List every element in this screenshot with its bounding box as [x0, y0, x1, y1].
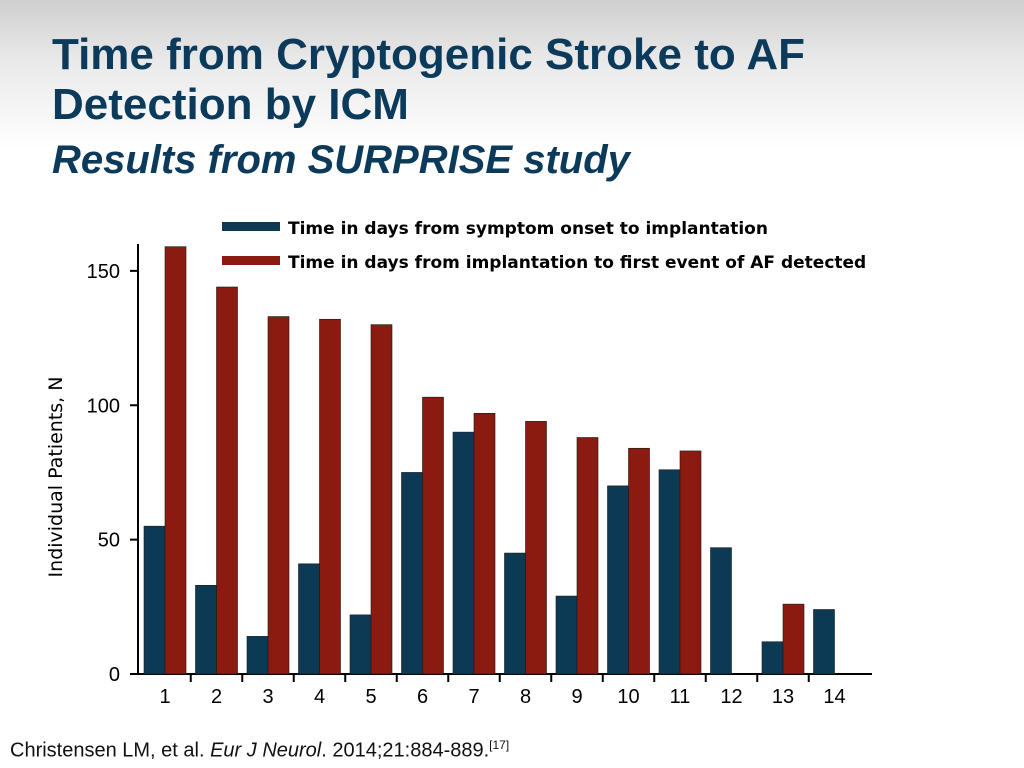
x-tick-label: 6 [417, 686, 428, 708]
bar-series-2-cat-4 [319, 318, 341, 675]
bar-series-2-cat-9 [576, 437, 599, 675]
slide-subtitle: Results from SURPRISE study [52, 138, 630, 182]
bar-series-2-cat-8 [525, 421, 547, 675]
x-tick-label: 3 [262, 686, 273, 708]
citation: Christensen LM, et al. Eur J Neurol. 201… [10, 738, 509, 763]
y-axis-title: Individual Patients, N [45, 377, 67, 578]
bar-series-1-cat-6 [401, 472, 423, 675]
bar-series-2-cat-13 [782, 603, 805, 675]
bar-series-1-cat-1 [143, 525, 166, 675]
x-tick-label: 2 [211, 686, 222, 708]
legend-swatch-series-2 [222, 256, 280, 265]
bar-series-2-cat-1 [164, 246, 187, 675]
y-tick-label: 100 [87, 395, 120, 417]
x-tick-label: 12 [720, 686, 742, 708]
citation-reference: [17] [489, 738, 510, 752]
x-tick-label: 5 [365, 686, 376, 708]
slide-title-line-1: Time from Cryptogenic Stroke to AF [52, 30, 805, 79]
x-tick-label: 8 [520, 686, 531, 708]
bar-series-2-cat-3 [267, 316, 290, 675]
y-tick-label: 150 [87, 261, 120, 283]
legend-swatch-series-1 [222, 222, 280, 231]
bar-series-1-cat-2 [195, 585, 217, 675]
x-tick-label: 1 [159, 686, 170, 708]
citation-journal: Eur J Neurol [210, 739, 322, 762]
bar-series-2-cat-11 [679, 450, 702, 675]
bar-series-2-cat-6 [422, 396, 444, 675]
legend-label-series-2: Time in days from implantation to first … [288, 253, 866, 273]
x-tick-label: 11 [670, 686, 691, 708]
x-tick-label: 13 [772, 686, 794, 708]
x-tick-label: 9 [571, 686, 582, 708]
bar-series-1-cat-3 [246, 636, 269, 675]
bar-series-1-cat-11 [658, 469, 681, 675]
bar-series-1-cat-8 [504, 552, 526, 675]
bar-series-1-cat-14 [813, 609, 835, 675]
bar-series-2-cat-5 [370, 324, 393, 675]
bar-series-1-cat-13 [761, 641, 784, 675]
bar-series-1-cat-5 [349, 614, 372, 675]
bar-series-1-cat-12 [710, 547, 732, 675]
bar-series-1-cat-4 [298, 563, 320, 675]
slide-title-line-2: Detection by ICM [52, 80, 409, 129]
bar-series-1-cat-9 [555, 595, 578, 675]
y-tick-label: 0 [109, 664, 120, 686]
bar-series-2-cat-2 [216, 286, 238, 675]
bar-series-2-cat-7 [473, 413, 496, 675]
y-tick-label: 50 [98, 530, 120, 552]
citation-details: . 2014;21:884-889. [321, 739, 490, 762]
citation-authors: Christensen LM, et al. [10, 739, 211, 762]
bar-series-1-cat-7 [452, 431, 475, 675]
bar-series-2-cat-10 [628, 447, 650, 675]
x-tick-label: 4 [314, 686, 325, 708]
legend-label-series-1: Time in days from symptom onset to impla… [288, 219, 768, 239]
x-tick-label: 14 [823, 686, 845, 708]
x-tick-label: 10 [617, 686, 639, 708]
x-tick-label: 7 [468, 686, 479, 708]
title-block: Time from Cryptogenic Stroke to AF Detec… [52, 30, 992, 184]
bar-series-1-cat-10 [607, 485, 629, 675]
